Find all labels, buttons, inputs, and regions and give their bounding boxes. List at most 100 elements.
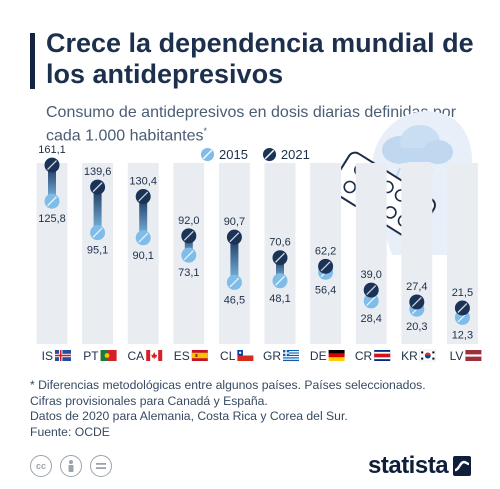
marker-2015-score	[366, 295, 377, 306]
flag-band	[146, 350, 151, 361]
south-korea-flag-icon	[419, 349, 437, 362]
flag-stripe	[283, 354, 299, 357]
marker-2015-score	[47, 196, 57, 207]
category-label: GR	[263, 349, 281, 363]
flag-stripe	[283, 352, 299, 354]
flag-band	[374, 353, 391, 358]
column-background	[310, 163, 342, 344]
value-label-2015: 125,8	[38, 213, 66, 225]
flag-trigram	[432, 357, 435, 360]
flag-band	[158, 350, 163, 361]
marker-2015-score	[92, 227, 103, 238]
value-label-2015: 28,4	[360, 313, 381, 325]
flag-stripe	[283, 357, 299, 359]
no-derivatives-icon[interactable]	[90, 455, 112, 477]
chile-flag-icon	[237, 350, 254, 361]
chart-title: Crece la dependencia mundial de los anti…	[46, 28, 474, 89]
footnote-methodology: * Diferencias metodológicas entre alguno…	[30, 378, 426, 392]
marker-2015-score	[275, 275, 285, 286]
value-label-2015: 12,3	[452, 329, 473, 341]
column-background	[401, 163, 433, 344]
license-icons: cc	[30, 455, 120, 477]
value-label-2015: 90,1	[132, 250, 153, 262]
spain-flag-icon	[191, 350, 208, 361]
iceland-flag-icon	[55, 350, 71, 361]
legend-item-2021: 2021	[262, 147, 310, 162]
flag-band	[100, 350, 107, 361]
category-label: ES	[174, 349, 190, 363]
marker-2015-score	[183, 250, 194, 261]
category-label: IS	[42, 349, 53, 363]
flag-stripe	[283, 353, 299, 355]
footnote-source: Fuente: OCDE	[30, 424, 110, 439]
germany-flag-icon	[328, 350, 345, 361]
value-label-2021: 139,6	[84, 166, 112, 178]
connector-bar	[230, 237, 239, 283]
flag-taegeuk	[424, 355, 431, 359]
flag-stripe	[283, 356, 299, 358]
cc-icon[interactable]: cc	[30, 455, 52, 477]
latvia-flag-icon	[465, 350, 482, 361]
value-label-2015: 73,1	[178, 267, 199, 279]
legend-label-2021: 2021	[280, 146, 310, 162]
legend: 2015 2021	[200, 145, 324, 163]
value-label-2021: 70,6	[269, 237, 290, 249]
flag-trigram	[421, 357, 424, 360]
flag-emblem	[104, 353, 110, 358]
marker-2021-score	[366, 285, 377, 296]
category-label: DE	[310, 349, 327, 363]
flag-stripe	[283, 350, 299, 352]
value-label-2015: 56,4	[315, 284, 336, 296]
flag-stripe	[283, 358, 299, 360]
connector-bar	[184, 235, 193, 256]
marker-2021-score	[92, 182, 103, 193]
flag-band	[237, 355, 254, 361]
flag-emblem	[195, 354, 198, 357]
flag-trigram	[421, 351, 424, 354]
category-label: PT	[83, 349, 99, 363]
flag-cross	[55, 354, 71, 357]
flag-taegeuk	[424, 352, 431, 356]
value-label-2021: 92,0	[178, 215, 199, 227]
value-label-2021: 62,2	[315, 245, 336, 257]
value-label-2021: 27,4	[406, 281, 427, 293]
attribution-icon[interactable]	[60, 455, 82, 477]
marker-2021-score	[320, 261, 331, 272]
value-label-2021: 39,0	[360, 269, 381, 281]
value-label-2021: 90,7	[224, 216, 245, 228]
subtitle-footnote-mark: *	[203, 126, 207, 136]
column-background	[355, 163, 387, 344]
footnotes: * Diferencias metodológicas entre alguno…	[30, 378, 480, 440]
value-label-2015: 46,5	[224, 294, 245, 306]
flag-stripe	[283, 351, 299, 353]
legend-item-2015: 2015	[200, 147, 248, 162]
canada-flag-icon	[146, 350, 163, 361]
flag-band	[328, 350, 345, 354]
value-label-2021: 21,5	[452, 287, 473, 299]
marker-2021-score	[457, 303, 468, 313]
category-label: CA	[128, 349, 145, 363]
footnote-2020-data: Datos de 2020 para Alemania, Costa Rica …	[30, 409, 348, 423]
footnote-provisional: Cifras provisionales para Canadá y Españ…	[30, 393, 268, 408]
flag-trigram	[432, 351, 435, 354]
flag-band	[328, 353, 345, 358]
category-label: LV	[450, 349, 464, 363]
chart-subtitle: Consumo de antidepresivos en dosis diari…	[46, 103, 486, 145]
flag-band	[328, 357, 345, 361]
marker-2021-score	[275, 252, 285, 263]
value-label-2015: 48,1	[269, 293, 290, 305]
flag-leaf	[151, 352, 158, 360]
statista-logo[interactable]: statista	[368, 452, 472, 480]
connector-bar	[48, 165, 56, 202]
value-label-2015: 95,1	[87, 245, 108, 257]
connector-bar	[276, 257, 284, 281]
chart-marks: 161,1 125,8 139,6 95,1 130,4 90,1 92,0 73,1 90,7…	[38, 144, 473, 341]
value-label-2015: 20,3	[406, 321, 427, 333]
marker-2015-score	[138, 232, 149, 243]
connector-bar	[139, 196, 148, 238]
marker-2021-score	[183, 230, 194, 241]
category-label: CL	[220, 349, 236, 363]
marker-2021-score	[411, 296, 422, 307]
subtitle-text: Consumo de antidepresivos en dosis diari…	[46, 104, 457, 145]
